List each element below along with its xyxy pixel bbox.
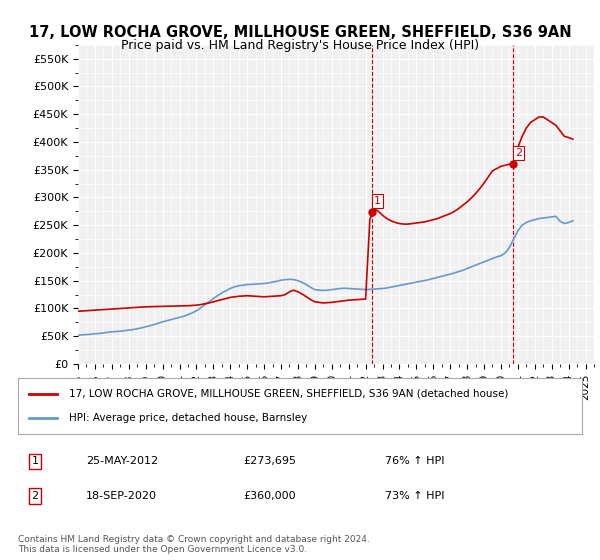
Text: Price paid vs. HM Land Registry's House Price Index (HPI): Price paid vs. HM Land Registry's House … bbox=[121, 39, 479, 52]
Text: 1: 1 bbox=[374, 196, 381, 206]
Text: HPI: Average price, detached house, Barnsley: HPI: Average price, detached house, Barn… bbox=[69, 413, 307, 423]
Text: Contains HM Land Registry data © Crown copyright and database right 2024.
This d: Contains HM Land Registry data © Crown c… bbox=[18, 535, 370, 554]
Text: 2: 2 bbox=[515, 148, 522, 158]
Text: 76% ↑ HPI: 76% ↑ HPI bbox=[385, 456, 444, 466]
Text: 18-SEP-2020: 18-SEP-2020 bbox=[86, 491, 157, 501]
Text: 25-MAY-2012: 25-MAY-2012 bbox=[86, 456, 158, 466]
Text: 17, LOW ROCHA GROVE, MILLHOUSE GREEN, SHEFFIELD, S36 9AN (detached house): 17, LOW ROCHA GROVE, MILLHOUSE GREEN, SH… bbox=[69, 389, 508, 399]
Text: £273,695: £273,695 bbox=[244, 456, 296, 466]
Text: 1: 1 bbox=[31, 456, 38, 466]
Text: £360,000: £360,000 bbox=[244, 491, 296, 501]
Text: 17, LOW ROCHA GROVE, MILLHOUSE GREEN, SHEFFIELD, S36 9AN: 17, LOW ROCHA GROVE, MILLHOUSE GREEN, SH… bbox=[29, 25, 571, 40]
Text: 73% ↑ HPI: 73% ↑ HPI bbox=[385, 491, 444, 501]
Text: 2: 2 bbox=[31, 491, 38, 501]
